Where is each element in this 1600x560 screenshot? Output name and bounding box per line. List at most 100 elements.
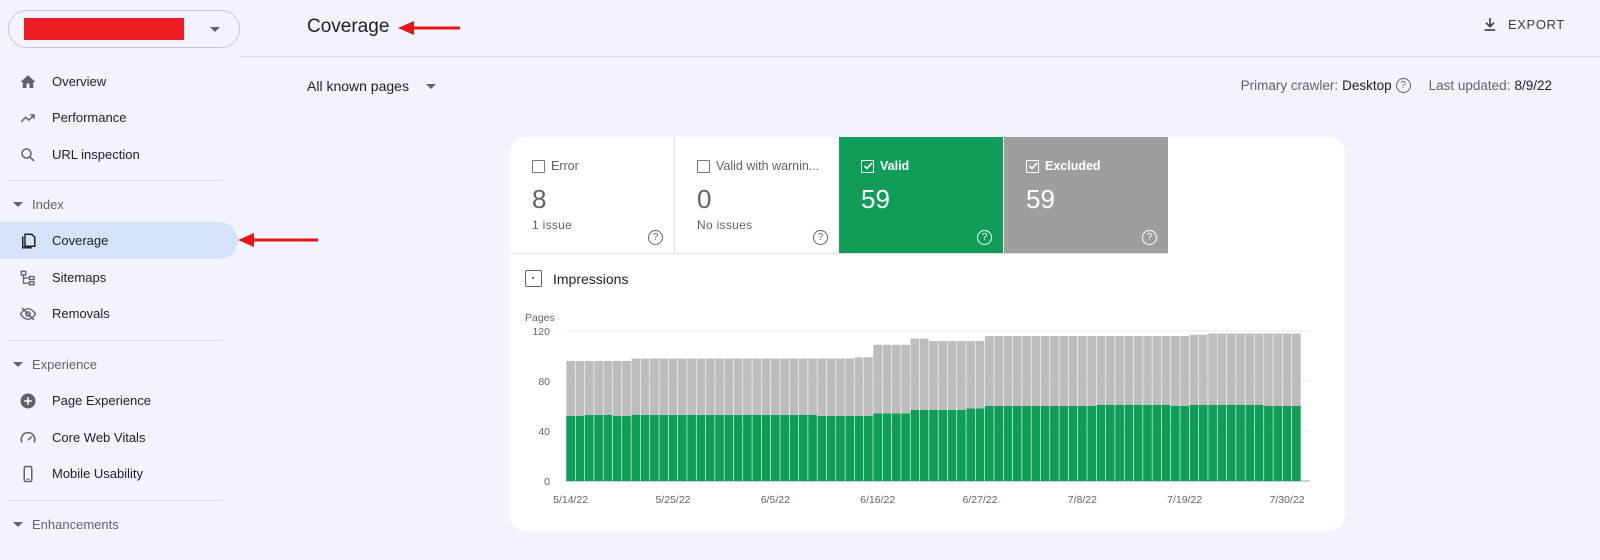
header-divider — [240, 56, 1600, 57]
help-icon[interactable]: ? — [648, 230, 663, 245]
x-tick-label: 5/14/22 — [553, 494, 588, 506]
bar-valid — [1003, 406, 1013, 481]
divider — [510, 253, 1168, 254]
sidebar-item-overview[interactable]: Overview — [0, 63, 238, 100]
bar-excluded — [910, 338, 920, 410]
x-tick-label: 6/16/22 — [860, 494, 895, 506]
help-icon[interactable]: ? — [813, 230, 828, 245]
bar-excluded — [743, 358, 752, 415]
updated-label: Last updated: — [1428, 78, 1511, 93]
impressions-toggle[interactable]: Impressions — [525, 270, 628, 287]
sidebar-item-coverage[interactable]: Coverage — [0, 222, 238, 259]
bar-excluded — [1124, 336, 1134, 405]
sidebar-item-sitemaps[interactable]: Sitemaps — [0, 259, 238, 296]
help-icon[interactable]: ? — [1142, 230, 1157, 245]
pages-filter-dropdown[interactable]: All known pages — [307, 78, 436, 94]
checkbox-unchecked-icon[interactable] — [532, 159, 545, 173]
divider — [8, 500, 222, 501]
bar-valid — [1245, 404, 1255, 481]
sidebar-item-performance[interactable]: Performance — [0, 99, 238, 136]
tile-error[interactable]: Error 8 1 issue ? — [510, 137, 674, 254]
x-tick-label: 6/27/22 — [962, 494, 997, 506]
sidebar-item-url-inspection[interactable]: URL inspection — [0, 136, 238, 173]
report-meta: Primary crawler: Desktop ? Last updated:… — [1241, 78, 1552, 93]
checkbox-checked-icon[interactable] — [861, 159, 874, 173]
property-name-redacted — [24, 18, 184, 40]
sidebar-item-removals[interactable]: Removals — [0, 295, 238, 332]
bar-excluded — [1254, 333, 1264, 405]
bar-excluded — [1245, 333, 1255, 405]
bar-excluded — [808, 358, 817, 415]
export-button[interactable]: EXPORT — [1482, 16, 1565, 32]
bar-valid — [994, 406, 1003, 481]
section-enhancements[interactable]: Enhancements — [0, 509, 238, 539]
section-index[interactable]: Index — [0, 189, 238, 219]
bar-valid — [687, 414, 696, 481]
home-icon — [18, 72, 38, 92]
x-tick-label: 5/25/22 — [655, 494, 690, 506]
coverage-chart: Pages 0 40 80 120 5/14/22 5/25/22 6/5/22 6/16/22… — [525, 312, 1310, 506]
section-experience[interactable]: Experience — [0, 349, 238, 379]
bar-valid — [650, 414, 659, 481]
bar-valid — [891, 413, 901, 481]
bar-valid — [1198, 404, 1208, 481]
bar-valid — [1282, 406, 1292, 481]
bar-excluded — [966, 341, 976, 409]
chevron-down-icon — [210, 27, 220, 32]
bar-excluded — [687, 358, 696, 415]
bar-excluded — [1180, 336, 1190, 406]
x-tick-label: 6/5/22 — [761, 494, 790, 506]
bar-excluded — [836, 358, 845, 416]
bar-excluded — [603, 361, 613, 415]
sidebar-item-page-experience[interactable]: Page Experience — [0, 382, 238, 419]
bar-valid — [882, 413, 892, 481]
tile-valid-with-warnings[interactable]: Valid with warnin... 0 No issues ? — [675, 137, 839, 254]
eye-off-icon — [18, 304, 38, 324]
checkbox-checked-icon[interactable] — [1026, 159, 1039, 173]
bar-excluded — [780, 358, 789, 415]
bar-valid — [612, 416, 622, 481]
bar-valid — [1143, 404, 1152, 481]
plus-circle-icon — [18, 391, 38, 411]
bar-excluded — [650, 358, 659, 415]
impressions-checkbox-icon[interactable] — [525, 270, 542, 287]
tile-label: Valid with warnin... — [716, 159, 820, 173]
bar-valid — [761, 414, 771, 481]
bar-excluded — [1264, 333, 1273, 406]
sidebar-item-mobile-usability[interactable]: Mobile Usability — [0, 455, 238, 492]
bar-valid — [947, 409, 957, 481]
bar-valid — [966, 408, 976, 481]
bar-excluded — [1282, 333, 1292, 406]
help-icon[interactable]: ? — [1395, 78, 1411, 93]
bar-valid — [752, 414, 762, 481]
phone-icon — [18, 464, 38, 484]
gauge-icon — [18, 428, 38, 448]
sidebar-item-label: Mobile Usability — [52, 466, 144, 481]
annotation-arrow-title — [398, 21, 460, 35]
checkbox-unchecked-icon[interactable] — [697, 159, 710, 173]
sidebar-item-core-web-vitals[interactable]: Core Web Vitals — [0, 419, 238, 456]
bar-excluded — [1236, 333, 1245, 405]
x-tick-label: 7/8/22 — [1068, 494, 1097, 506]
bar-excluded — [668, 358, 678, 415]
tile-excluded[interactable]: Excluded 59 ? — [1004, 137, 1168, 254]
bar-excluded — [984, 336, 994, 406]
bar-valid — [677, 414, 687, 481]
bar-excluded — [957, 341, 966, 410]
help-icon[interactable]: ? — [977, 230, 992, 245]
tile-value: 59 — [1026, 184, 1055, 214]
bar-excluded — [705, 358, 715, 415]
bar-excluded — [1198, 334, 1208, 405]
bar-valid — [798, 414, 808, 481]
bar-excluded — [891, 344, 901, 414]
bar-excluded — [1217, 333, 1227, 405]
filter-label: All known pages — [307, 78, 409, 94]
bar-excluded — [901, 344, 910, 414]
tile-value: 8 — [532, 184, 547, 214]
bar-valid — [780, 414, 789, 481]
coverage-icon — [18, 231, 38, 251]
bar-valid — [659, 414, 669, 481]
bar-excluded — [929, 341, 938, 410]
tile-valid[interactable]: Valid 59 ? — [839, 137, 1003, 254]
property-selector[interactable] — [8, 10, 240, 48]
